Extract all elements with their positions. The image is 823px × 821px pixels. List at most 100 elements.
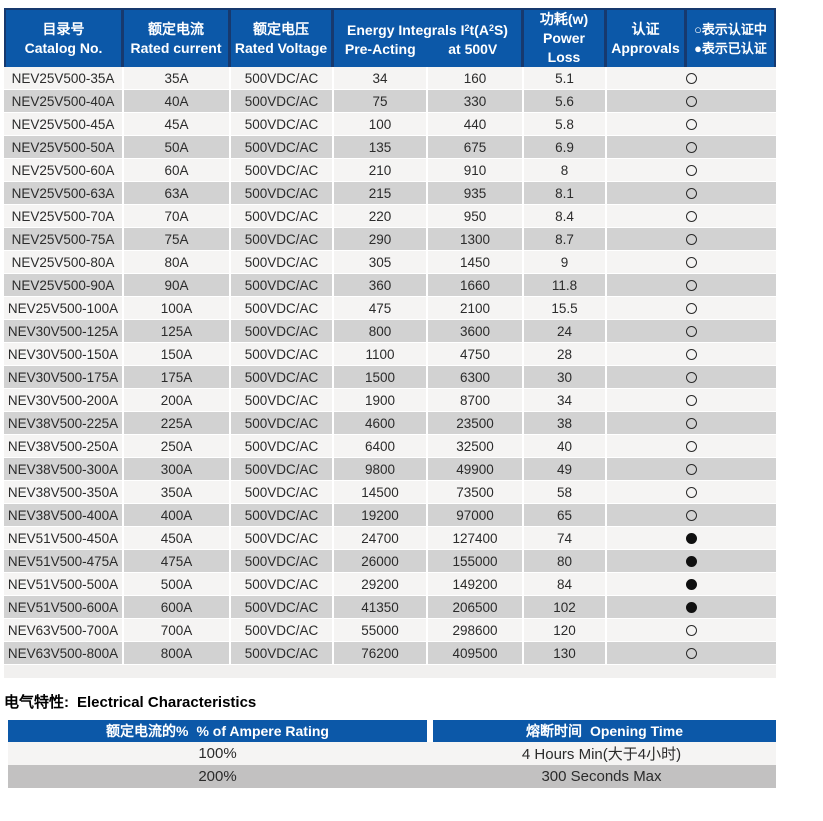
table-row: NEV63V500-700A 700A 500VDC/AC 55000 298600 12… — [4, 619, 776, 642]
at-500v-cell: 127400 — [428, 527, 524, 550]
rated-voltage-cell: 500VDC/AC — [231, 159, 334, 182]
pre-acting-cell: 1500 — [334, 366, 428, 389]
table-row: NEV25V500-45A 45A 500VDC/AC 100 440 5.8 — [4, 113, 776, 136]
pre-acting-cell: 29200 — [334, 573, 428, 596]
table-row: 100% 4 Hours Min(大于4小时) — [8, 742, 776, 765]
rated-voltage-cell: 500VDC/AC — [231, 435, 334, 458]
catalog-no-cell: NEV30V500-175A — [4, 366, 124, 389]
rated-voltage-cell: 500VDC/AC — [231, 297, 334, 320]
opening-time-header-zh: 熔断时间 — [525, 723, 582, 739]
power-loss-cell: 38 — [524, 412, 607, 435]
power-loss-cell: 30 — [524, 366, 607, 389]
catalog-header-en: Catalog No. — [24, 39, 103, 56]
power-loss-cell: 130 — [524, 642, 607, 665]
table-row: NEV25V500-35A 35A 500VDC/AC 34 160 5.1 — [4, 67, 776, 90]
power-loss-cell: 80 — [524, 550, 607, 573]
pending-dot-icon — [686, 73, 697, 85]
approval-status-cell — [607, 458, 776, 481]
col-header-power-loss: 功耗(w) Power Loss — [524, 8, 607, 67]
legend-certified-label: ●表示已认证 — [694, 40, 767, 56]
at-500v-cell: 8700 — [428, 389, 524, 412]
rated-current-cell: 70A — [124, 205, 231, 228]
power-loss-cell: 11.8 — [524, 274, 607, 297]
rated-voltage-cell: 500VDC/AC — [231, 642, 334, 665]
pending-dot-icon — [686, 441, 697, 453]
approval-status-cell — [607, 159, 776, 182]
power-loss-cell: 49 — [524, 458, 607, 481]
pending-dot-icon — [686, 280, 697, 292]
opening-time-table: 额定电流的% % of Ampere Rating 熔断时间 Opening Tim… — [8, 720, 776, 788]
rated-current-cell: 800A — [124, 642, 231, 665]
pre-acting-cell: 55000 — [334, 619, 428, 642]
power-loss-cell: 5.8 — [524, 113, 607, 136]
power-loss-cell: 40 — [524, 435, 607, 458]
catalog-no-cell: NEV25V500-35A — [4, 67, 124, 90]
power-loss-cell: 34 — [524, 389, 607, 412]
at-500v-cell: 950 — [428, 205, 524, 228]
at-500v-cell: 97000 — [428, 504, 524, 527]
catalog-no-cell: NEV51V500-500A — [4, 573, 124, 596]
rated-current-cell: 80A — [124, 251, 231, 274]
catalog-no-cell: NEV38V500-250A — [4, 435, 124, 458]
at-500v-cell: 23500 — [428, 412, 524, 435]
rated-current-cell: 100A — [124, 297, 231, 320]
table-row: NEV25V500-80A 80A 500VDC/AC 305 1450 9 — [4, 251, 776, 274]
table-row: NEV25V500-63A 63A 500VDC/AC 215 935 8.1 — [4, 182, 776, 205]
power-loss-cell: 65 — [524, 504, 607, 527]
certified-dot-icon — [686, 579, 697, 591]
power-loss-cell: 5.1 — [524, 67, 607, 90]
pre-acting-cell: 19200 — [334, 504, 428, 527]
at-500v-cell: 910 — [428, 159, 524, 182]
approval-status-cell — [607, 527, 776, 550]
at-500v-cell: 2100 — [428, 297, 524, 320]
table-row: NEV38V500-225A 225A 500VDC/AC 4600 23500 38 — [4, 412, 776, 435]
table-row: NEV51V500-600A 600A 500VDC/AC 41350 206500 10… — [4, 596, 776, 619]
at-500v-cell: 149200 — [428, 573, 524, 596]
approval-status-cell — [607, 596, 776, 619]
at-500v-cell: 6300 — [428, 366, 524, 389]
at-500v-cell: 298600 — [428, 619, 524, 642]
rated-voltage-cell: 500VDC/AC — [231, 136, 334, 159]
rated-voltage-cell: 500VDC/AC — [231, 251, 334, 274]
rated-voltage-cell: 500VDC/AC — [231, 619, 334, 642]
rated-voltage-cell: 500VDC/AC — [231, 90, 334, 113]
catalog-no-cell: NEV25V500-90A — [4, 274, 124, 297]
approval-status-cell — [607, 366, 776, 389]
fuse-table-body: NEV25V500-35A 35A 500VDC/AC 34 160 5.1 NEV25V5… — [4, 67, 776, 665]
pending-dot-icon — [686, 326, 697, 338]
rated-current-cell: 250A — [124, 435, 231, 458]
rated-current-cell: 63A — [124, 182, 231, 205]
pending-dot-icon — [686, 119, 697, 131]
pending-dot-icon — [686, 487, 697, 499]
rated-voltage-cell: 500VDC/AC — [231, 389, 334, 412]
at-500v-cell: 155000 — [428, 550, 524, 573]
rated-voltage-header-zh: 额定电压 — [253, 20, 309, 37]
pending-dot-icon — [686, 234, 697, 246]
rated-voltage-cell: 500VDC/AC — [231, 228, 334, 251]
power-loss-cell: 28 — [524, 343, 607, 366]
opening-time-header-en: Opening Time — [589, 723, 684, 739]
rated-current-cell: 500A — [124, 573, 231, 596]
approval-status-cell — [607, 113, 776, 136]
certified-dot-icon — [686, 602, 697, 614]
table-row: NEV30V500-200A 200A 500VDC/AC 1900 8700 34 — [4, 389, 776, 412]
table-row: NEV25V500-40A 40A 500VDC/AC 75 330 5.6 — [4, 90, 776, 113]
rated-voltage-cell: 500VDC/AC — [231, 527, 334, 550]
rated-voltage-cell: 500VDC/AC — [231, 113, 334, 136]
table-row: NEV38V500-350A 350A 500VDC/AC 14500 73500 58 — [4, 481, 776, 504]
catalog-no-cell: NEV25V500-63A — [4, 182, 124, 205]
ampere-rating-header-zh: 额定电流的% — [106, 723, 189, 739]
power-loss-cell: 8 — [524, 159, 607, 182]
at-500v-cell: 49900 — [428, 458, 524, 481]
catalog-no-cell: NEV25V500-40A — [4, 90, 124, 113]
at-500v-cell: 206500 — [428, 596, 524, 619]
approval-status-cell — [607, 504, 776, 527]
at-500v-cell: 32500 — [428, 435, 524, 458]
ampere-rating-cell: 200% — [8, 765, 427, 788]
pre-acting-cell: 475 — [334, 297, 428, 320]
ampere-rating-cell: 100% — [8, 742, 427, 765]
certified-dot-icon — [686, 556, 697, 568]
catalog-no-cell: NEV51V500-600A — [4, 596, 124, 619]
approval-status-cell — [607, 619, 776, 642]
